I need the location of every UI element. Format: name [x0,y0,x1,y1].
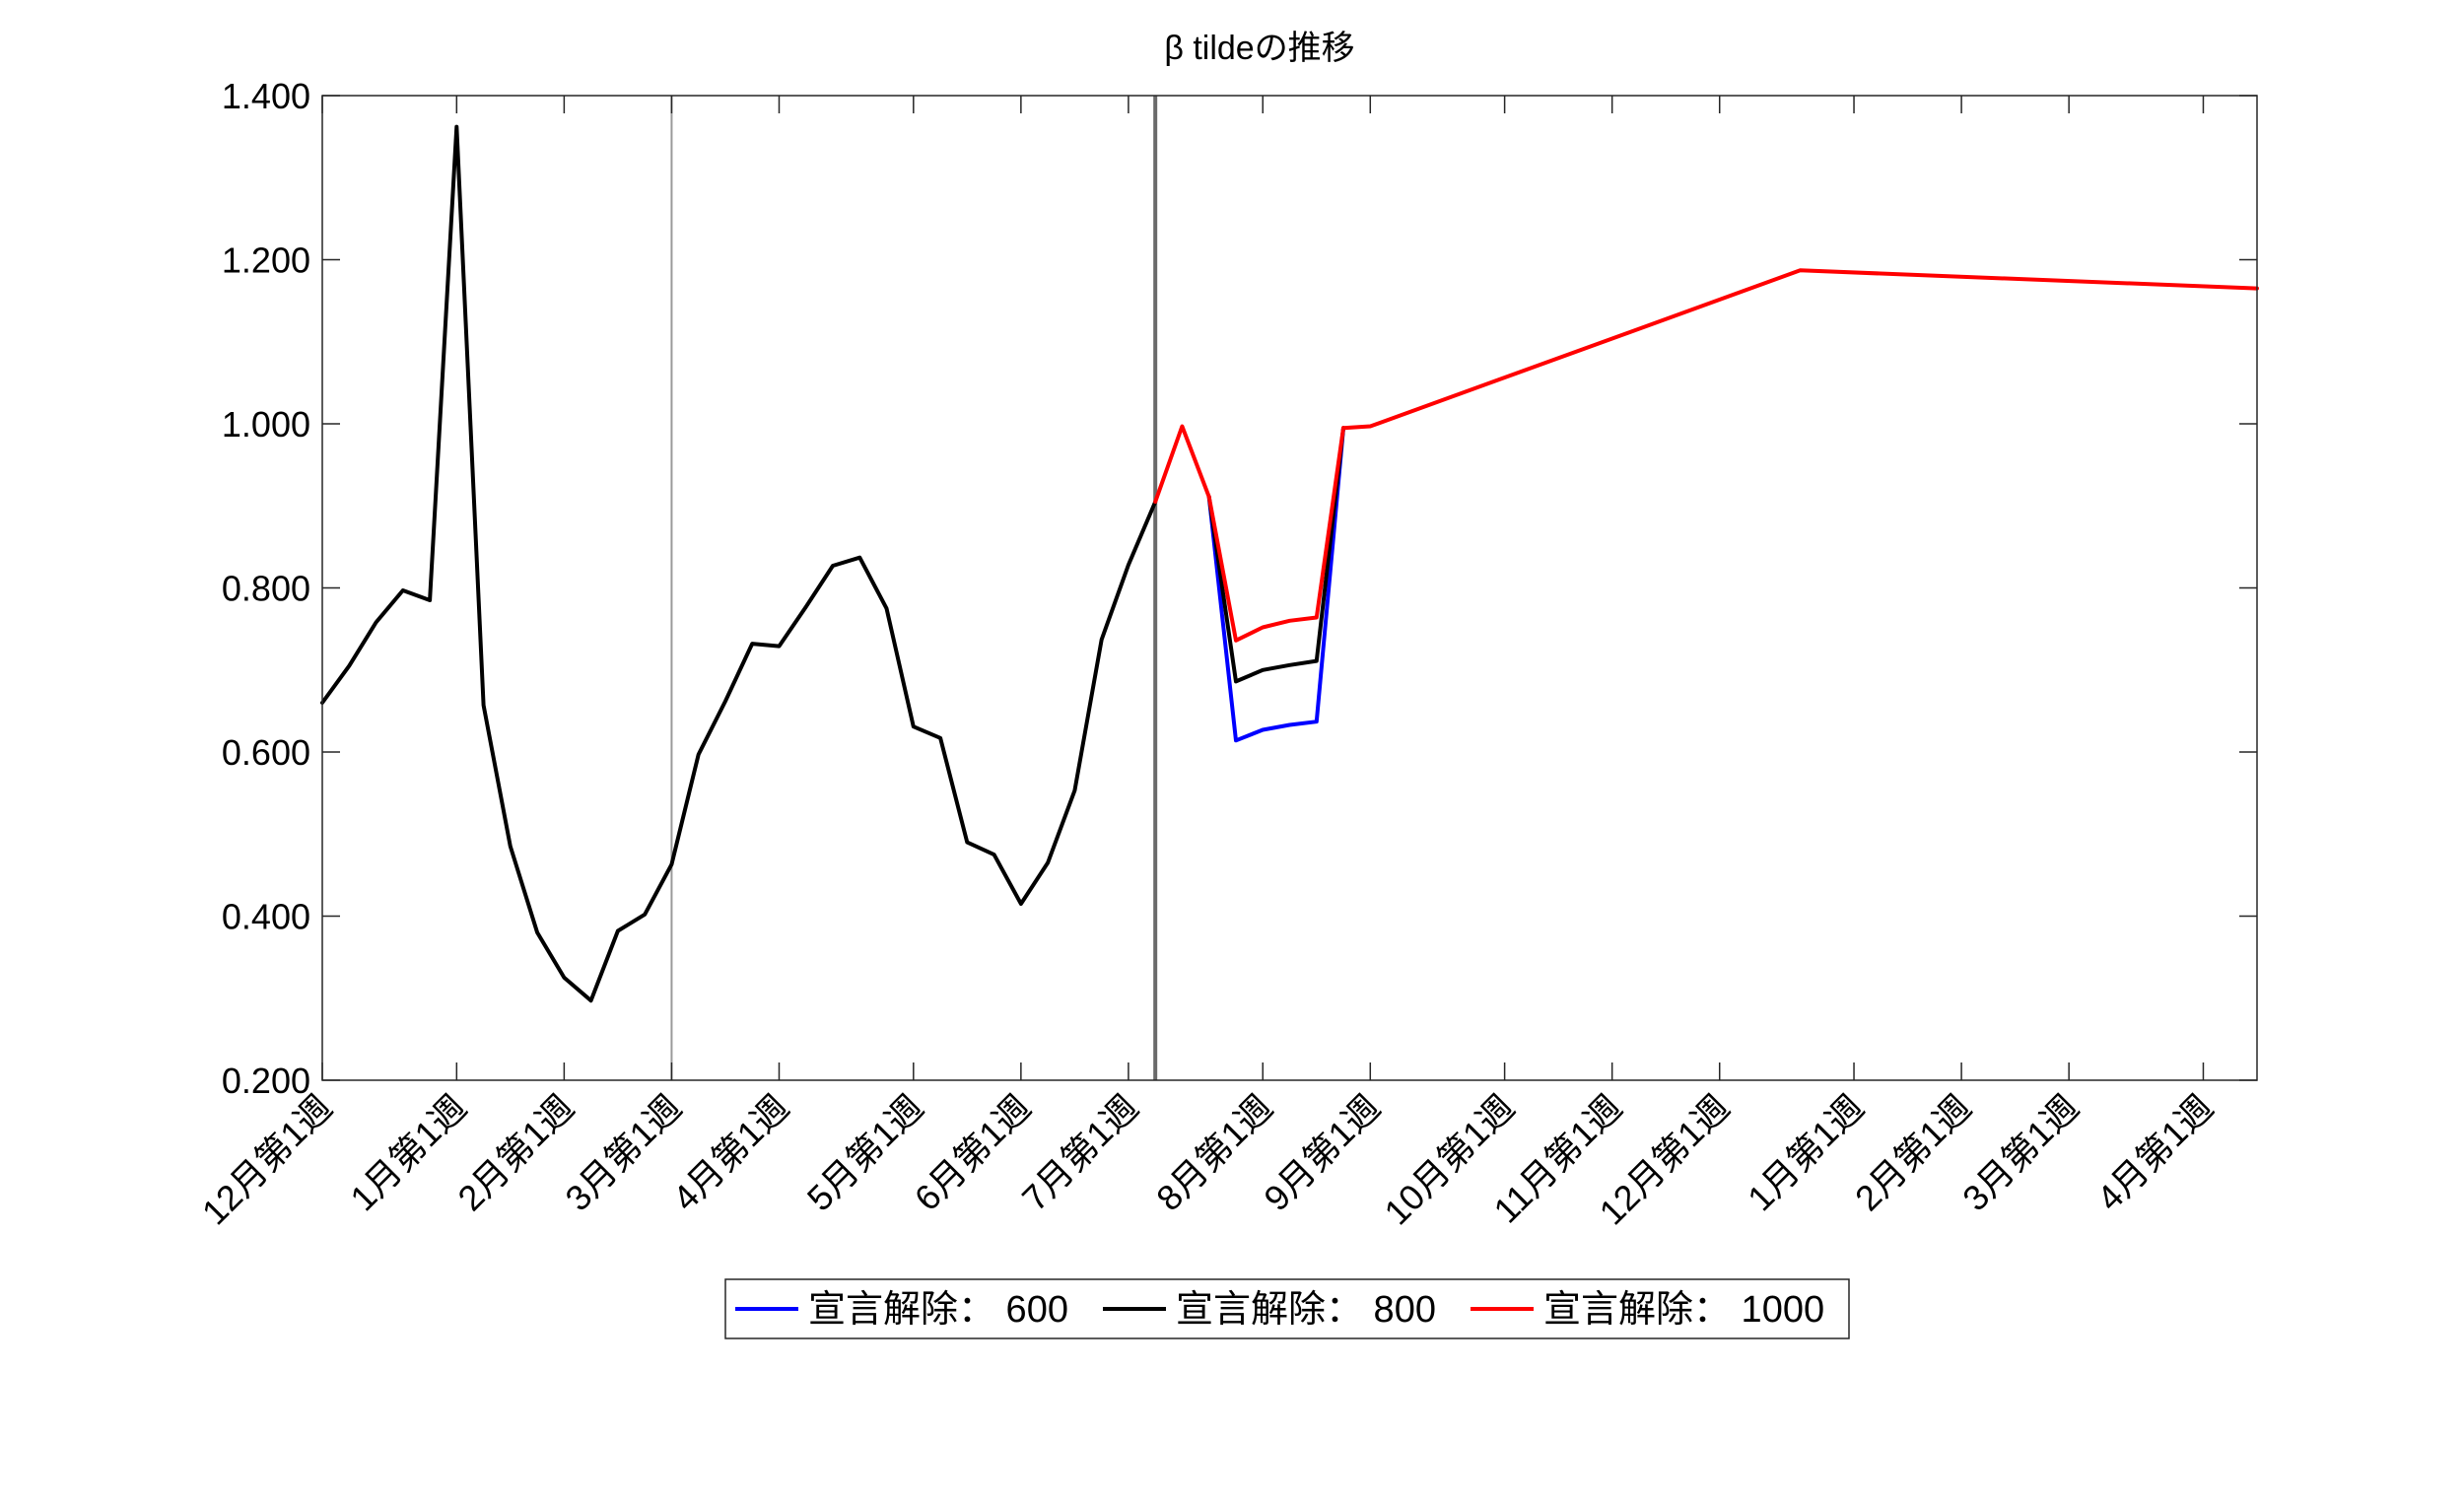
forecast-line-common [1153,424,1211,505]
legend-box [724,1278,1850,1339]
y-tick-label: 0.600 [222,732,310,773]
chart-title: β tildeの推移 [1164,30,1354,67]
forecast-line-common [1341,268,2259,431]
legend-label: 宣言解除： 1000 [1543,1289,1824,1331]
y-axis: 0.200 0.400 0.600 0.800 1.000 1.200 1.400 [222,76,2257,1101]
y-tick-label: 1.200 [222,240,310,281]
y-tick-label: 1.000 [222,404,310,445]
series-line-1 [1206,426,1345,743]
series-line-3 [1206,426,1345,643]
y-tick-label: 0.400 [222,897,310,937]
legend-label: 宣言解除： 800 [1176,1289,1436,1331]
y-tick-label: 1.400 [222,76,310,116]
legend-label: 宣言解除： 600 [808,1289,1068,1331]
legend: 宣言解除： 600 宣言解除： 800 宣言解除： 1000 [724,1278,1850,1339]
series-line-2 [1206,426,1345,684]
y-tick-label: 0.800 [222,569,310,609]
history-line [320,124,1158,1003]
y-tick-label: 0.200 [222,1061,310,1101]
